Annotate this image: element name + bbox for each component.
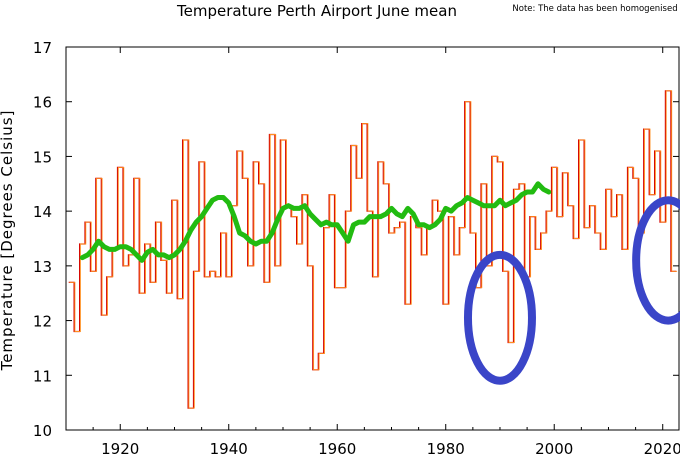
highlight-ellipse-2: [632, 196, 680, 325]
y-axis: 10 11 12 13 14 15 16 17: [33, 39, 679, 440]
plot-frame: [65, 46, 680, 431]
y-tick-label: 14: [33, 203, 52, 221]
y-tick-label: 17: [33, 39, 52, 57]
x-tick-label: 1980: [427, 440, 465, 458]
plot-area: [68, 90, 678, 409]
x-tick-label: 2000: [535, 440, 573, 458]
chart-title: Temperature Perth Airport June mean: [176, 2, 457, 20]
x-tick-label: 1920: [101, 440, 139, 458]
y-axis-label: Temperature [Degrees Celsius]: [0, 110, 16, 372]
y-tick-label: 13: [33, 258, 52, 276]
series-smoothed: [79, 181, 552, 263]
y-tick-label: 10: [33, 422, 52, 440]
x-tick-label: 2020: [644, 440, 680, 458]
x-tick-label: 1960: [318, 440, 356, 458]
annotations: [463, 196, 680, 385]
y-tick-label: 15: [33, 148, 52, 166]
y-tick-label: 16: [33, 94, 52, 112]
y-tick-label: 12: [33, 313, 52, 331]
y-tick-label: 11: [33, 367, 52, 385]
series-raw-shadow: [68, 90, 677, 409]
x-axis: 1920 1940 1960 1980 2000 2020: [92, 47, 680, 458]
x-tick-label: 1940: [210, 440, 248, 458]
chart-note: Note: The data has been homogenised: [512, 4, 677, 14]
highlight-ellipse-1: [463, 250, 536, 385]
series-raw: [69, 90, 678, 409]
